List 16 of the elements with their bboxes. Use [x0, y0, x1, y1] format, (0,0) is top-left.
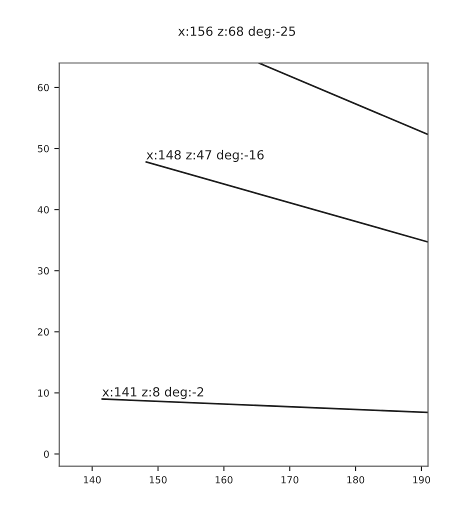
y-tick-label: 50 — [38, 145, 49, 152]
y-tick-label: 60 — [38, 84, 49, 92]
y-tick-label: 40 — [38, 206, 49, 214]
x-tick-label: 140 — [84, 476, 101, 484]
y-tick-label: 10 — [38, 389, 49, 397]
x-tick-label: 160 — [216, 476, 233, 484]
y-tick-label: 30 — [38, 267, 49, 275]
y-tick-label: 0 — [44, 450, 49, 458]
annotation: x:148 z:47 deg:-16 — [146, 150, 264, 162]
x-tick-label: 180 — [347, 476, 364, 484]
x-tick-label: 190 — [413, 476, 430, 484]
y-tick-label: 20 — [38, 328, 49, 336]
x-tick-label: 150 — [150, 476, 167, 484]
x-tick-label: 170 — [282, 476, 298, 484]
annotation: x:141 z:8 deg:-2 — [102, 386, 204, 399]
chart-title: x:156 z:68 deg:-25 — [178, 26, 296, 38]
